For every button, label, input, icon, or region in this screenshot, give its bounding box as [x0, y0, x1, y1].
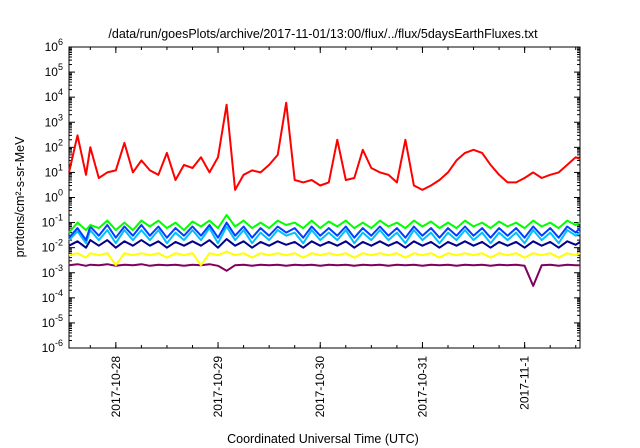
y-tick-label: 103	[45, 112, 63, 129]
y-tick-label: 100	[45, 188, 63, 205]
y-tick-label: 10-4	[42, 288, 63, 305]
y-axis-title: protons/cm²-s-sr-MeV	[13, 136, 27, 258]
series-lines	[68, 101, 581, 287]
y-tick-label: 106	[45, 37, 63, 54]
chart-title: /data/run/goesPlots/archive/2017-11-01/1…	[108, 27, 538, 41]
series-line-1	[68, 214, 581, 234]
y-tick-label: 101	[45, 162, 63, 179]
series-line-0	[68, 101, 581, 191]
y-tick-label: 10-5	[42, 313, 63, 330]
y-axis: 106 105 104 103 102 101 100 10-1 10-2 10-3 10-4 10-…	[42, 37, 580, 355]
plot-frame	[68, 46, 581, 349]
series-line-5	[68, 250, 581, 267]
y-tick-label: 102	[45, 137, 63, 154]
x-axis-title: Coordinated Universal Time (UTC)	[227, 432, 419, 446]
x-tick-label: 2017-10-31	[415, 356, 429, 418]
x-tick-label: 2017-10-30	[313, 356, 327, 418]
x-tick-label: 2017-10-29	[211, 356, 225, 418]
y-tick-label: 10-3	[42, 263, 63, 280]
y-tick-label: 105	[45, 62, 63, 79]
series-line-6	[68, 263, 580, 287]
series-line-3	[68, 221, 581, 242]
x-tick-label: 2017-10-28	[109, 356, 123, 418]
x-tick-label: 2017-11-1	[518, 356, 532, 410]
series-line-2	[68, 225, 581, 245]
series-line-4	[68, 238, 581, 249]
y-tick-label: 104	[45, 87, 63, 104]
y-tick-label: 10-1	[42, 213, 63, 230]
x-axis: 2017-10-28 2017-10-29 2017-10-30 2017-10-31…	[89, 47, 577, 418]
y-tick-label: 10-6	[42, 338, 63, 355]
y-tick-label: 10-2	[42, 238, 63, 255]
